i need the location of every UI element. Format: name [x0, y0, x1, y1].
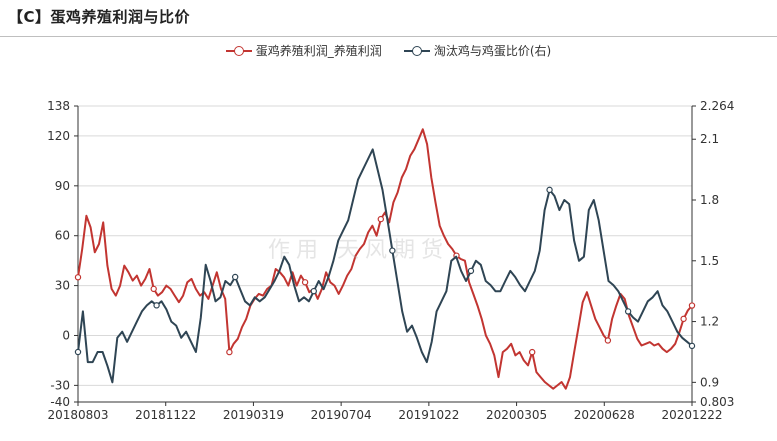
chart-legend: 蛋鸡养殖利润_养殖利润 淘汰鸡与鸡蛋比价(右) — [0, 42, 777, 59]
legend-label-ratio: 淘汰鸡与鸡蛋比价(右) — [433, 44, 552, 58]
series-line-0 — [77, 128, 693, 390]
chart-title: 【C】蛋鸡养殖利润与比价 — [8, 8, 191, 26]
y-right-tick-label-0: 0.803 — [700, 395, 734, 409]
series-0-point-108 — [528, 348, 536, 356]
x-tick-label-0: 20180803 — [47, 408, 108, 422]
x-tick-label-6: 20200628 — [574, 408, 635, 422]
series-0-point-72 — [377, 215, 384, 223]
y-left-tick-label-6: 120 — [47, 129, 70, 143]
y-right-tick-label-5: 2.1 — [700, 132, 719, 146]
y-left-tick-label-7: 138 — [47, 99, 70, 113]
series-0-point-18 — [150, 285, 157, 293]
y-left-tick-label-1: -30 — [50, 378, 70, 392]
series-1-point-64 — [389, 247, 396, 254]
series-1-point-96 — [546, 186, 553, 194]
y-left-tick-label-4: 60 — [55, 229, 70, 243]
series-1-point-80 — [467, 267, 475, 275]
y-left-tick-label-2: 0 — [62, 328, 70, 342]
series-0-point-36 — [226, 348, 233, 356]
series-1-point-16 — [153, 302, 160, 309]
series-line-1 — [77, 148, 693, 384]
x-tick-label-7: 20201222 — [661, 408, 722, 422]
series-0-point-54 — [301, 279, 309, 286]
y-right-tick-label-6: 2.264 — [700, 99, 734, 113]
y-right-tick-label-1: 0.9 — [700, 375, 719, 389]
watermark-text: 作用 天风期货 — [268, 238, 449, 263]
y-right-tick-label-3: 1.5 — [700, 254, 719, 268]
series-0-point-146 — [688, 302, 696, 309]
x-tick-label-1: 20181122 — [135, 408, 196, 422]
series-1-point-112 — [624, 308, 632, 315]
x-tick-label-5: 20200305 — [486, 408, 547, 422]
y-left-tick-label-3: 30 — [55, 279, 70, 293]
legend-label-profit: 蛋鸡养殖利润_养殖利润 — [255, 44, 382, 58]
series-1-point-0 — [74, 348, 82, 356]
title-divider — [0, 36, 777, 37]
x-tick-label-3: 20190704 — [311, 408, 372, 422]
legend-swatch-profit — [225, 45, 252, 57]
x-tick-label-4: 20191022 — [398, 408, 459, 422]
y-left-tick-label-5: 90 — [55, 179, 70, 193]
y-right-tick-label-2: 1.2 — [700, 315, 719, 329]
series-1-point-32 — [231, 273, 239, 281]
legend-swatch-ratio — [403, 45, 430, 57]
series-1-point-48 — [310, 287, 317, 295]
y-left-tick-label-0: -40 — [50, 395, 70, 409]
legend-item-profit[interactable]: 蛋鸡养殖利润_养殖利润 — [225, 42, 382, 59]
x-tick-label-2: 20190319 — [223, 408, 284, 422]
y-right-tick-label-4: 1.8 — [700, 193, 719, 207]
series-0-point-126 — [604, 337, 612, 344]
legend-item-ratio[interactable]: 淘汰鸡与鸡蛋比价(右) — [403, 42, 552, 59]
series-0-point-0 — [74, 274, 82, 281]
series-1-point-125 — [688, 342, 696, 350]
series-0-point-144 — [680, 315, 687, 323]
